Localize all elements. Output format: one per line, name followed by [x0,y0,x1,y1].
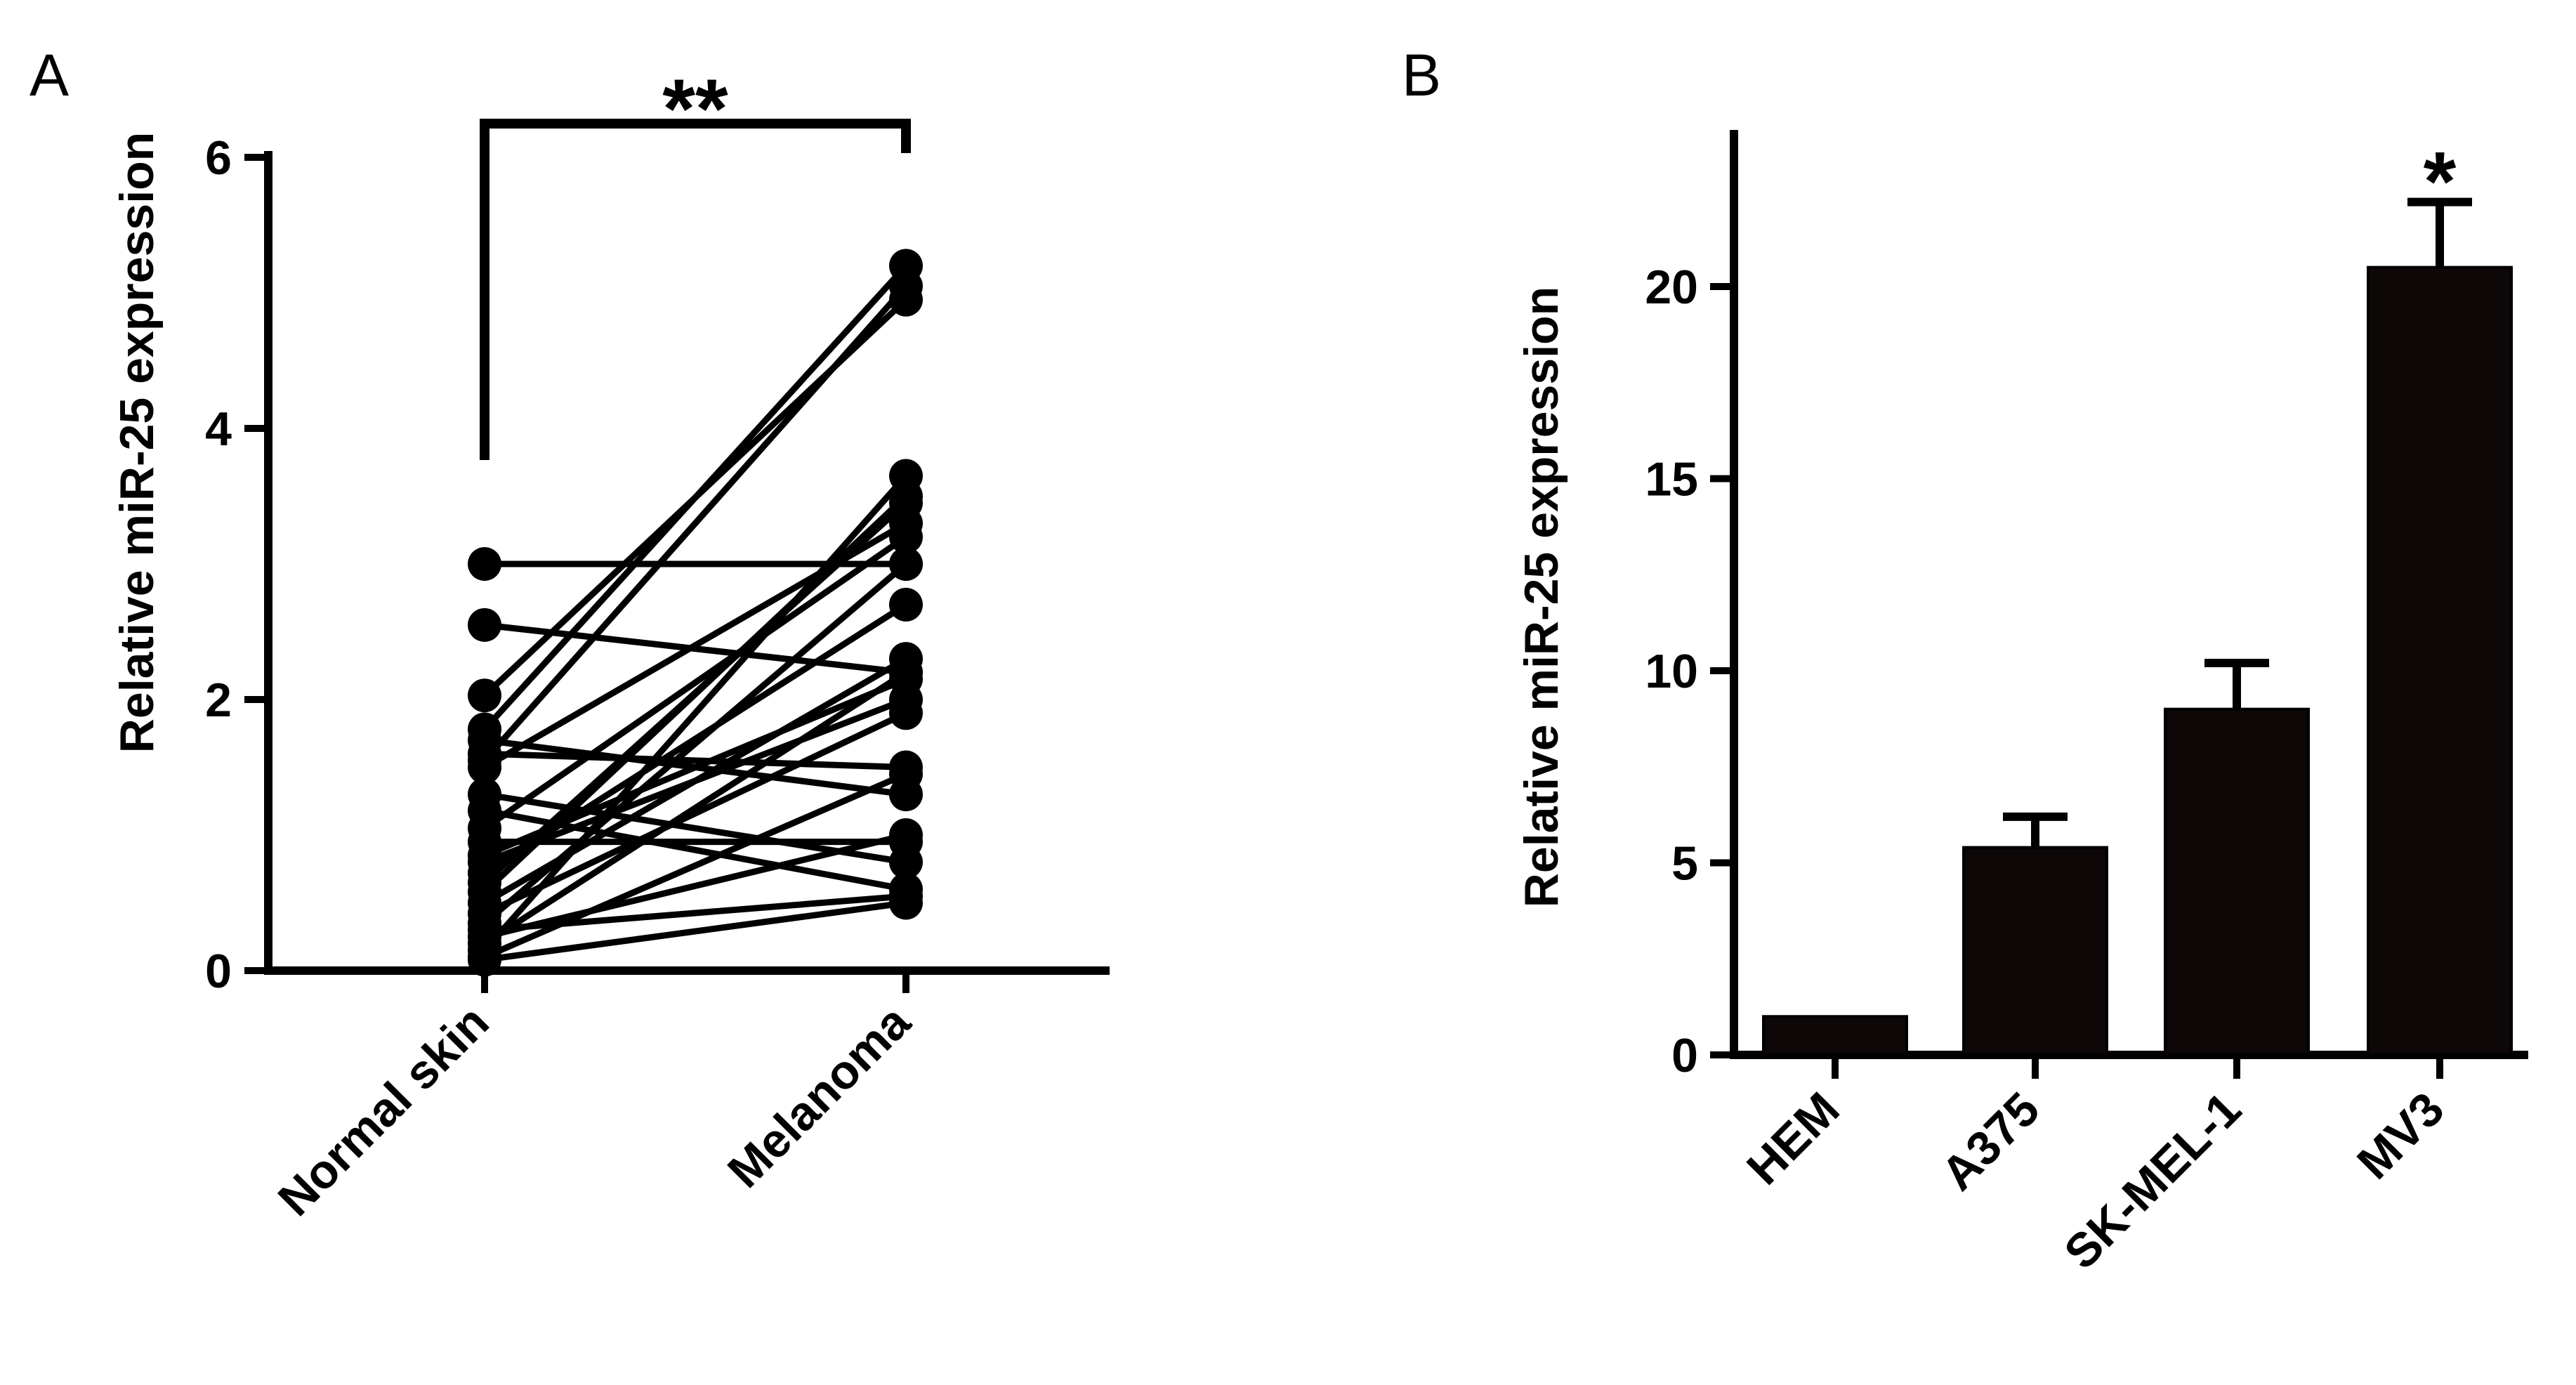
panel-b-x-label: MV3 [2347,1082,2455,1190]
panel-a-point-melanoma [889,757,923,792]
panel-b-x-label: SK-MEL-1 [2054,1082,2252,1280]
panel-b-x-label: HEM [1737,1082,1850,1195]
panel-a-point-melanoma [889,587,923,622]
panel-b-bar-a375 [1962,846,2108,1056]
panel-b-bar-sk-mel-1 [2164,707,2310,1056]
panel-b-bar-hem [1762,1015,1908,1057]
panel-a-point-melanoma [889,886,923,920]
panel-a-point-normal-skin [468,608,501,642]
panel-a-points [468,249,923,977]
panel-b-annotations: * [2424,135,2457,229]
panel-b-y-tick-label: 10 [1645,645,1698,698]
panel-a-x-label-melanoma: Melanoma [718,995,921,1198]
panel-b-letter: B [1402,42,1441,108]
panel-a-pair-line [482,263,909,732]
panel-b-significance-label: * [2424,135,2457,229]
panel-b-error-bars [2003,197,2472,848]
panel-a-x-label-normal-skin: Normal skin [268,995,499,1226]
panel-a-point-melanoma [889,459,923,493]
panel-b-y-ticks: 0 5 10 15 20 [1645,261,1734,1082]
panel-a-y-tick-label: 4 [205,402,232,456]
panel-a-point-normal-skin [468,943,501,977]
panel-a-pair-line [482,284,909,763]
panel-a-y-tick-label: 2 [205,674,232,727]
panel-a-pair-line [484,750,907,770]
panel-a-pair-line [484,900,907,964]
panel-a-pair-line [483,771,907,960]
panel-b-bar-mv3 [2367,265,2513,1056]
panel-a-point-melanoma [889,520,923,554]
panel-a-pair-line [482,561,908,926]
panel-b-y-tick-label: 0 [1671,1029,1698,1082]
panel-a-y-ticks: 0 2 4 6 [205,131,268,998]
panel-a-significance-label: ** [662,62,728,156]
panel-b-x-label: A375 [1931,1082,2050,1201]
panel-b-y-tick-label: 20 [1645,261,1698,314]
panel-a-pair-line [482,669,908,947]
panel-a-point-melanoma [889,655,923,690]
panel-a-letter: A [29,42,69,108]
panel-a-point-melanoma [889,269,923,303]
panel-a-y-axis-title: Relative miR-25 expression [110,132,164,753]
panel-a-point-melanoma [889,696,923,730]
panel-a-pair-line [482,534,908,832]
panel-a-pair-line [482,473,909,953]
panel-a: A Relative miR-25 expression 0 2 4 6 Nor… [29,42,1110,1226]
panel-a-y-tick-label: 6 [205,131,232,185]
panel-b-y-tick-label: 15 [1645,453,1698,506]
panel-a-point-normal-skin [468,750,501,785]
panel-a-y-tick-label: 0 [205,945,232,998]
panel-b-y-tick-label: 5 [1671,837,1698,891]
panel-a-pair-line [483,832,907,940]
panel-b: B Relative miR-25 expression 0 5 10 15 20 HE… [1402,42,2528,1280]
panel-a-significance-bracket [480,119,911,460]
panel-a-pair-line [483,710,907,917]
panel-a-point-melanoma [889,547,923,581]
panel-a-point-normal-skin [468,547,501,581]
panel-a-lines [482,263,909,964]
panel-b-y-axis-title: Relative miR-25 expression [1515,287,1568,907]
panel-a-point-melanoma [889,818,923,852]
panel-b-bars [1762,265,2513,1057]
panel-a-point-normal-skin [468,678,501,713]
panel-a-pair-line [482,494,909,895]
panel-b-x-ticks [1832,1055,2443,1079]
panel-b-x-labels: HEM A375 SK-MEL-1 MV3 [1737,1082,2455,1280]
